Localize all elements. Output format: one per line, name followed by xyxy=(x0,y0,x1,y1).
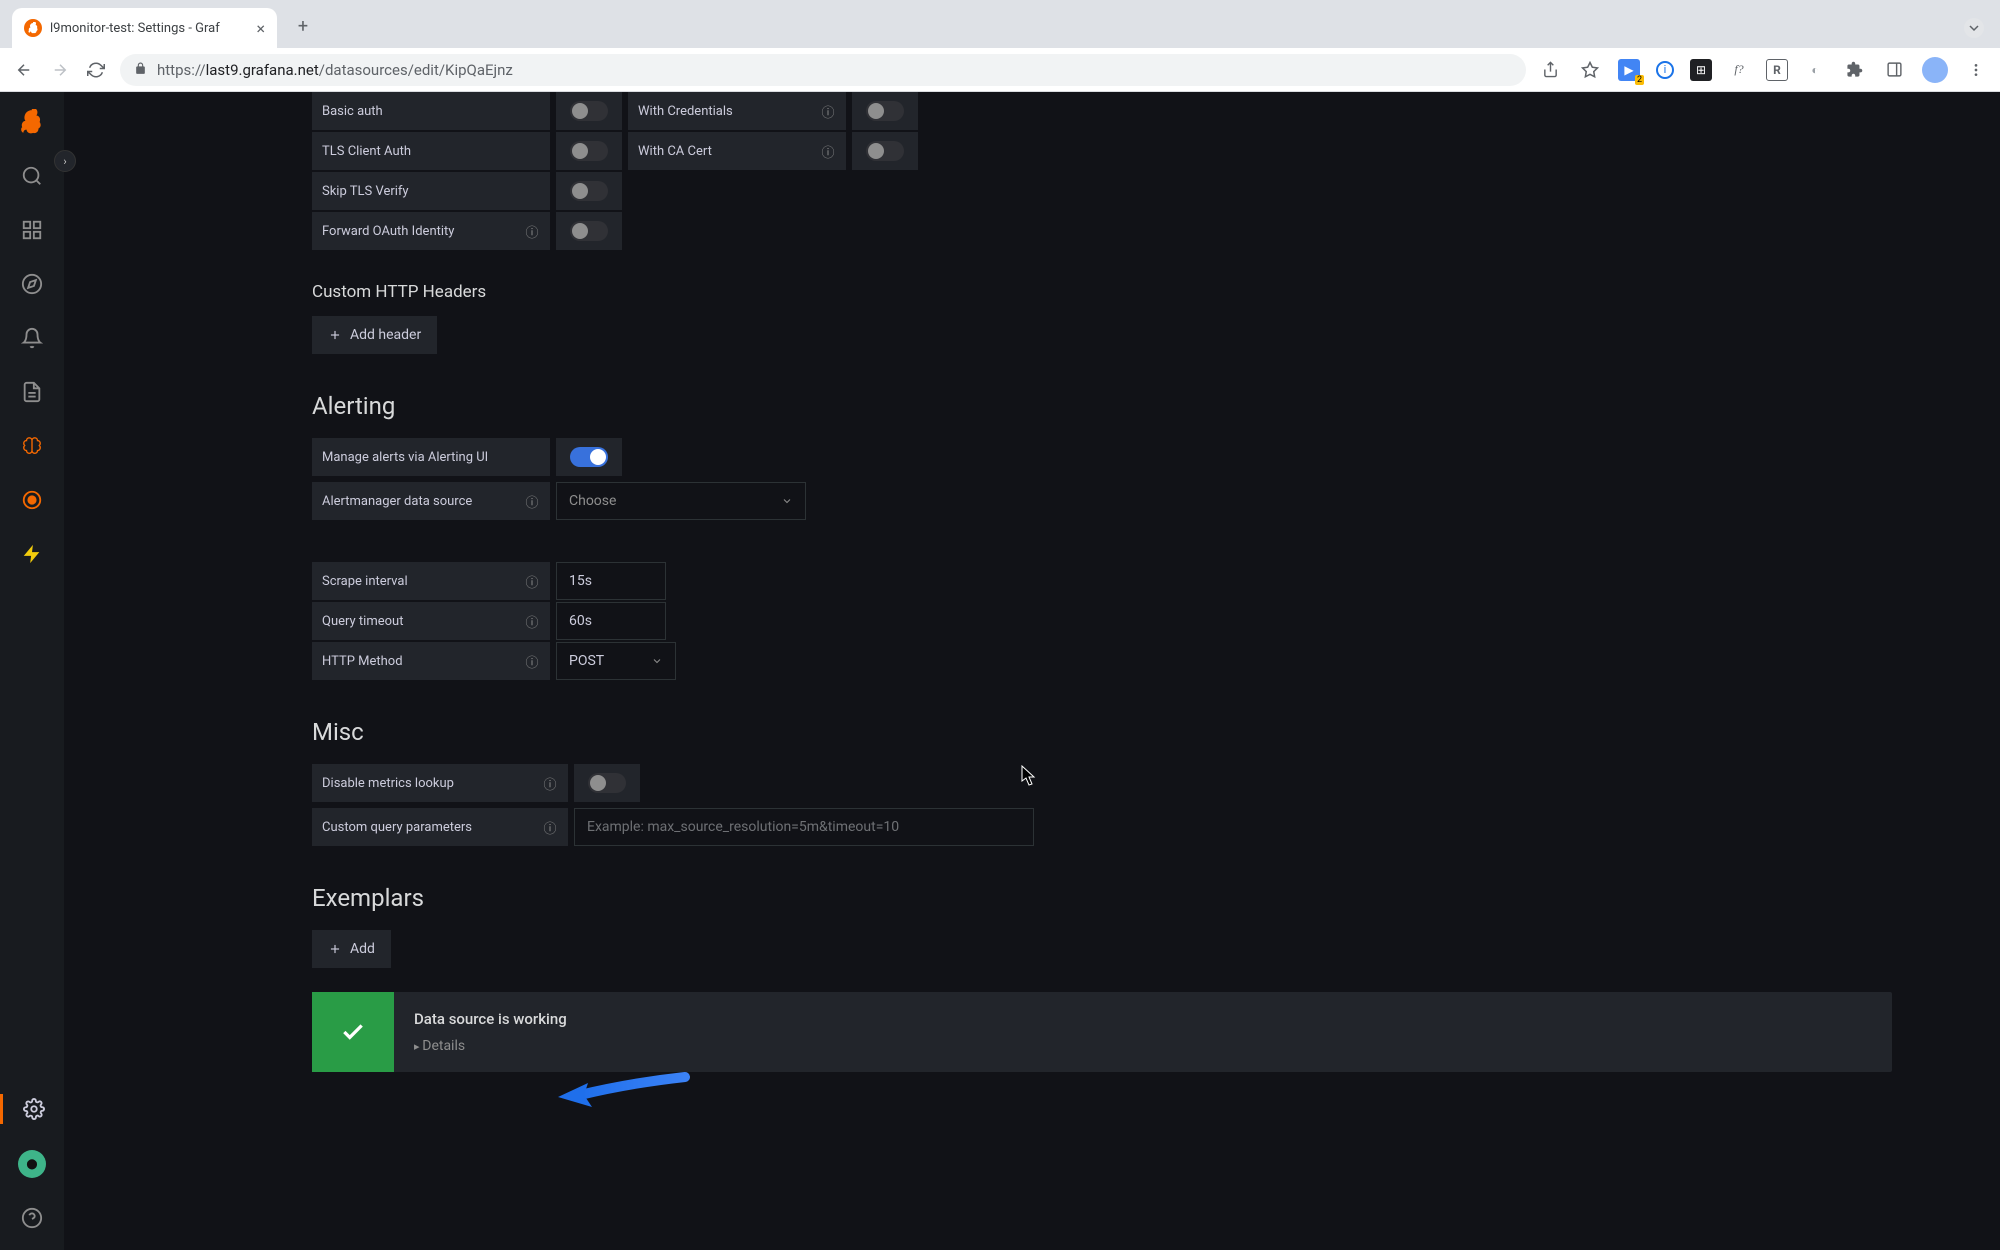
info-icon[interactable]: ⓘ xyxy=(524,613,540,629)
with-credentials-label: With Credentialsⓘ xyxy=(628,92,846,130)
alert-details-toggle[interactable]: Details xyxy=(414,1038,567,1054)
form-row: Query timeoutⓘ xyxy=(312,602,1892,640)
with-ca-cert-toggle[interactable] xyxy=(866,141,904,161)
http-method-label: HTTP Methodⓘ xyxy=(312,642,550,680)
with-ca-cert-label: With CA Certⓘ xyxy=(628,132,846,170)
share-icon[interactable] xyxy=(1538,58,1562,82)
extension-icon[interactable]: ▶2 xyxy=(1618,59,1640,81)
disable-metrics-label: Disable metrics lookupⓘ xyxy=(312,764,568,802)
misc-title: Misc xyxy=(312,718,1892,746)
org-badge[interactable]: ⬤ xyxy=(18,1150,46,1178)
skip-tls-verify-label: Skip TLS Verify xyxy=(312,172,550,210)
query-timeout-input[interactable] xyxy=(556,602,666,640)
menu-icon[interactable] xyxy=(1964,58,1988,82)
form-row: Disable metrics lookupⓘ xyxy=(312,764,1892,802)
alertmanager-ds-select[interactable]: Choose xyxy=(556,482,806,520)
browser-tab[interactable]: l9monitor-test: Settings - Graf × xyxy=(12,8,277,48)
address-bar[interactable]: https://last9.grafana.net/datasources/ed… xyxy=(120,54,1526,86)
add-header-button[interactable]: Add header xyxy=(312,316,437,354)
dashboards-icon[interactable] xyxy=(18,216,46,244)
disable-metrics-toggle[interactable] xyxy=(588,773,626,793)
form-row: HTTP Methodⓘ POST xyxy=(312,642,1892,680)
grafana-favicon xyxy=(24,19,42,37)
success-alert: Data source is working Details xyxy=(312,992,1892,1072)
tab-title: l9monitor-test: Settings - Graf xyxy=(50,21,248,36)
url-bar: https://last9.grafana.net/datasources/ed… xyxy=(0,48,2000,92)
basic-auth-toggle[interactable] xyxy=(570,101,608,121)
extension-icon[interactable]: f? xyxy=(1728,59,1750,81)
profile-avatar[interactable] xyxy=(1922,57,1948,83)
query-timeout-label: Query timeoutⓘ xyxy=(312,602,550,640)
custom-query-label: Custom query parametersⓘ xyxy=(312,808,568,846)
explore-icon[interactable] xyxy=(18,270,46,298)
info-icon[interactable]: ⓘ xyxy=(524,223,540,239)
reports-icon[interactable] xyxy=(18,378,46,406)
reload-button[interactable] xyxy=(84,58,108,82)
alerting-title: Alerting xyxy=(312,392,1892,420)
alertmanager-ds-label: Alertmanager data sourceⓘ xyxy=(312,482,550,520)
form-row: Forward OAuth Identityⓘ xyxy=(312,212,622,250)
search-icon[interactable] xyxy=(18,162,46,190)
info-icon[interactable]: ⓘ xyxy=(820,143,836,159)
scrape-interval-label: Scrape intervalⓘ xyxy=(312,562,550,600)
info-icon[interactable]: ⓘ xyxy=(524,493,540,509)
info-icon[interactable]: ⓘ xyxy=(524,653,540,669)
cursor-icon xyxy=(1021,765,1037,787)
ml-icon[interactable] xyxy=(18,432,46,460)
alert-title: Data source is working xyxy=(414,1010,567,1028)
custom-query-input[interactable] xyxy=(574,808,1034,846)
manage-alerts-toggle[interactable] xyxy=(570,447,608,467)
manage-alerts-label: Manage alerts via Alerting UI xyxy=(312,438,550,476)
form-row: Skip TLS Verify xyxy=(312,172,622,210)
forward-oauth-toggle[interactable] xyxy=(570,221,608,241)
add-exemplar-button[interactable]: Add xyxy=(312,930,391,968)
close-tab-icon[interactable]: × xyxy=(256,19,265,38)
info-icon[interactable]: ⓘ xyxy=(524,573,540,589)
form-row: Scrape intervalⓘ xyxy=(312,562,1892,600)
http-method-select[interactable]: POST xyxy=(556,642,676,680)
main-content: Basic auth TLS Client Auth Skip TLS Veri… xyxy=(64,92,2000,1250)
sidebar: › ⬤ xyxy=(0,92,64,1250)
check-icon xyxy=(312,992,394,1072)
oncall-icon[interactable] xyxy=(18,486,46,514)
with-credentials-toggle[interactable] xyxy=(866,101,904,121)
incidents-icon[interactable] xyxy=(18,540,46,568)
extension-icon[interactable]: i xyxy=(1656,61,1674,79)
info-icon[interactable]: ⓘ xyxy=(820,103,836,119)
browser-tab-strip: l9monitor-test: Settings - Graf × + xyxy=(0,0,2000,48)
extension-icon[interactable]: ◐ xyxy=(1804,59,1826,81)
help-icon[interactable] xyxy=(18,1204,46,1232)
form-row: TLS Client Auth xyxy=(312,132,622,170)
star-icon[interactable] xyxy=(1578,58,1602,82)
tls-client-auth-label: TLS Client Auth xyxy=(312,132,550,170)
extension-icon[interactable]: ⊞ xyxy=(1690,59,1712,81)
forward-button[interactable] xyxy=(48,58,72,82)
form-row: With CA Certⓘ xyxy=(628,132,918,170)
tls-client-auth-toggle[interactable] xyxy=(570,141,608,161)
form-row: Basic auth xyxy=(312,92,622,130)
form-row: Manage alerts via Alerting UI xyxy=(312,438,1892,476)
new-tab-button[interactable]: + xyxy=(289,12,317,40)
form-row: With Credentialsⓘ xyxy=(628,92,918,130)
settings-icon[interactable] xyxy=(0,1094,64,1124)
forward-oauth-label: Forward OAuth Identityⓘ xyxy=(312,212,550,250)
basic-auth-label: Basic auth xyxy=(312,92,550,130)
scrape-interval-input[interactable] xyxy=(556,562,666,600)
alerting-icon[interactable] xyxy=(18,324,46,352)
sidepanel-icon[interactable] xyxy=(1882,58,1906,82)
grafana-logo-icon[interactable] xyxy=(18,108,46,136)
lock-icon xyxy=(134,61,147,79)
url-text: https://last9.grafana.net/datasources/ed… xyxy=(157,61,513,79)
extensions-icon[interactable] xyxy=(1842,58,1866,82)
skip-tls-verify-toggle[interactable] xyxy=(570,181,608,201)
exemplars-title: Exemplars xyxy=(312,884,1892,912)
extension-icon[interactable]: R xyxy=(1766,59,1788,81)
tab-overflow-icon[interactable] xyxy=(1964,18,1984,38)
info-icon[interactable]: ⓘ xyxy=(542,819,558,835)
form-row: Alertmanager data sourceⓘ Choose xyxy=(312,482,1892,520)
custom-headers-title: Custom HTTP Headers xyxy=(312,282,1892,302)
info-icon[interactable]: ⓘ xyxy=(542,775,558,791)
form-row: Custom query parametersⓘ xyxy=(312,808,1892,846)
back-button[interactable] xyxy=(12,58,36,82)
